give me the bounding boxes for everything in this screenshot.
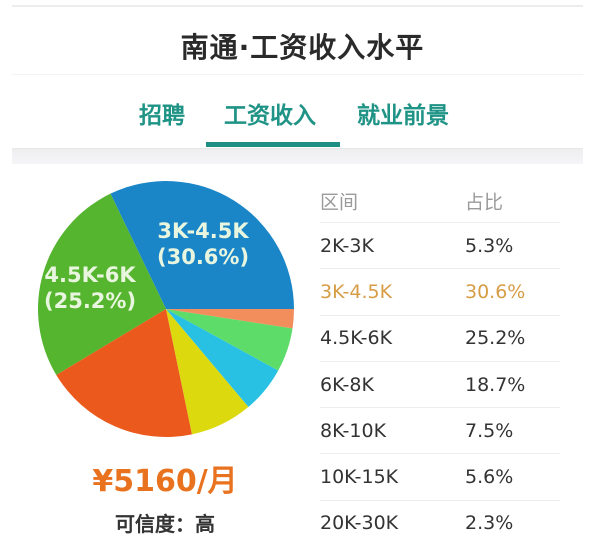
pie-label-percent: (30.6%) — [157, 245, 250, 269]
active-tab-indicator — [206, 142, 340, 147]
row-range: 8K-10K — [320, 419, 387, 442]
table-row: 8K-10K 7.5% — [320, 408, 560, 455]
row-share: 18.7% — [465, 373, 526, 396]
tab-recruitment[interactable]: 招聘 — [139, 103, 185, 129]
table-row: 4.5K-6K 25.2% — [320, 316, 560, 362]
pie-label-4.5k-6k: 4.5K-6K (25.2%) — [44, 262, 136, 314]
pie-slice — [110, 181, 295, 309]
pie-label-range: 3K-4.5K — [157, 219, 249, 243]
row-share: 2.3% — [465, 512, 514, 535]
table-row: 6K-8K 18.7% — [320, 362, 560, 409]
pie-slice — [166, 309, 249, 435]
pie-slice — [166, 309, 294, 329]
header-range: 区间 — [320, 191, 359, 214]
row-range: 2K-3K — [320, 234, 374, 257]
row-range: 6K-8K — [320, 373, 374, 396]
table-row: 20K-30K 2.3% — [320, 501, 560, 546]
pie-label-percent: (25.2%) — [44, 289, 137, 313]
pie-slice — [166, 309, 293, 371]
average-salary: ¥5160/月 — [92, 464, 238, 499]
tab-employment-outlook[interactable]: 就业前景 — [357, 103, 449, 129]
pie-label-range: 4.5K-6K — [44, 263, 136, 287]
table-row-highlighted: 3K-4.5K 30.6% — [320, 269, 560, 316]
row-range: 4.5K-6K — [320, 327, 393, 350]
row-range: 10K-15K — [320, 466, 399, 489]
title-divider — [12, 74, 583, 75]
pie-slice — [37, 193, 167, 375]
table-row: 10K-15K 5.6% — [320, 454, 560, 501]
row-share: 5.3% — [465, 234, 514, 257]
row-share: 5.6% — [465, 466, 514, 489]
salary-distribution-table: 区间 占比 2K-3K 5.3% 3K-4.5K 30.6% 4.5K-6K 2… — [320, 180, 560, 546]
row-range: 20K-30K — [320, 512, 399, 535]
header-share: 占比 — [465, 191, 504, 214]
table-row: 2K-3K 5.3% — [320, 223, 560, 270]
row-share: 7.5% — [465, 419, 514, 442]
row-range: 3K-4.5K — [320, 280, 393, 303]
table-header: 区间 占比 — [320, 180, 560, 223]
row-share: 25.2% — [465, 327, 526, 350]
row-share: 30.6% — [465, 280, 526, 303]
credibility-label: 可信度：高 — [115, 512, 215, 536]
section-divider-band — [12, 148, 583, 164]
salary-pie-chart — [37, 181, 295, 438]
tab-salary-income[interactable]: 工资收入 — [224, 103, 316, 129]
top-divider — [12, 5, 583, 7]
pie-label-3k-4.5k: 3K-4.5K (30.6%) — [157, 218, 249, 270]
pie-slice — [56, 309, 193, 438]
pie-slice — [166, 309, 279, 407]
page-title: 南通·工资收入水平 — [180, 31, 425, 64]
